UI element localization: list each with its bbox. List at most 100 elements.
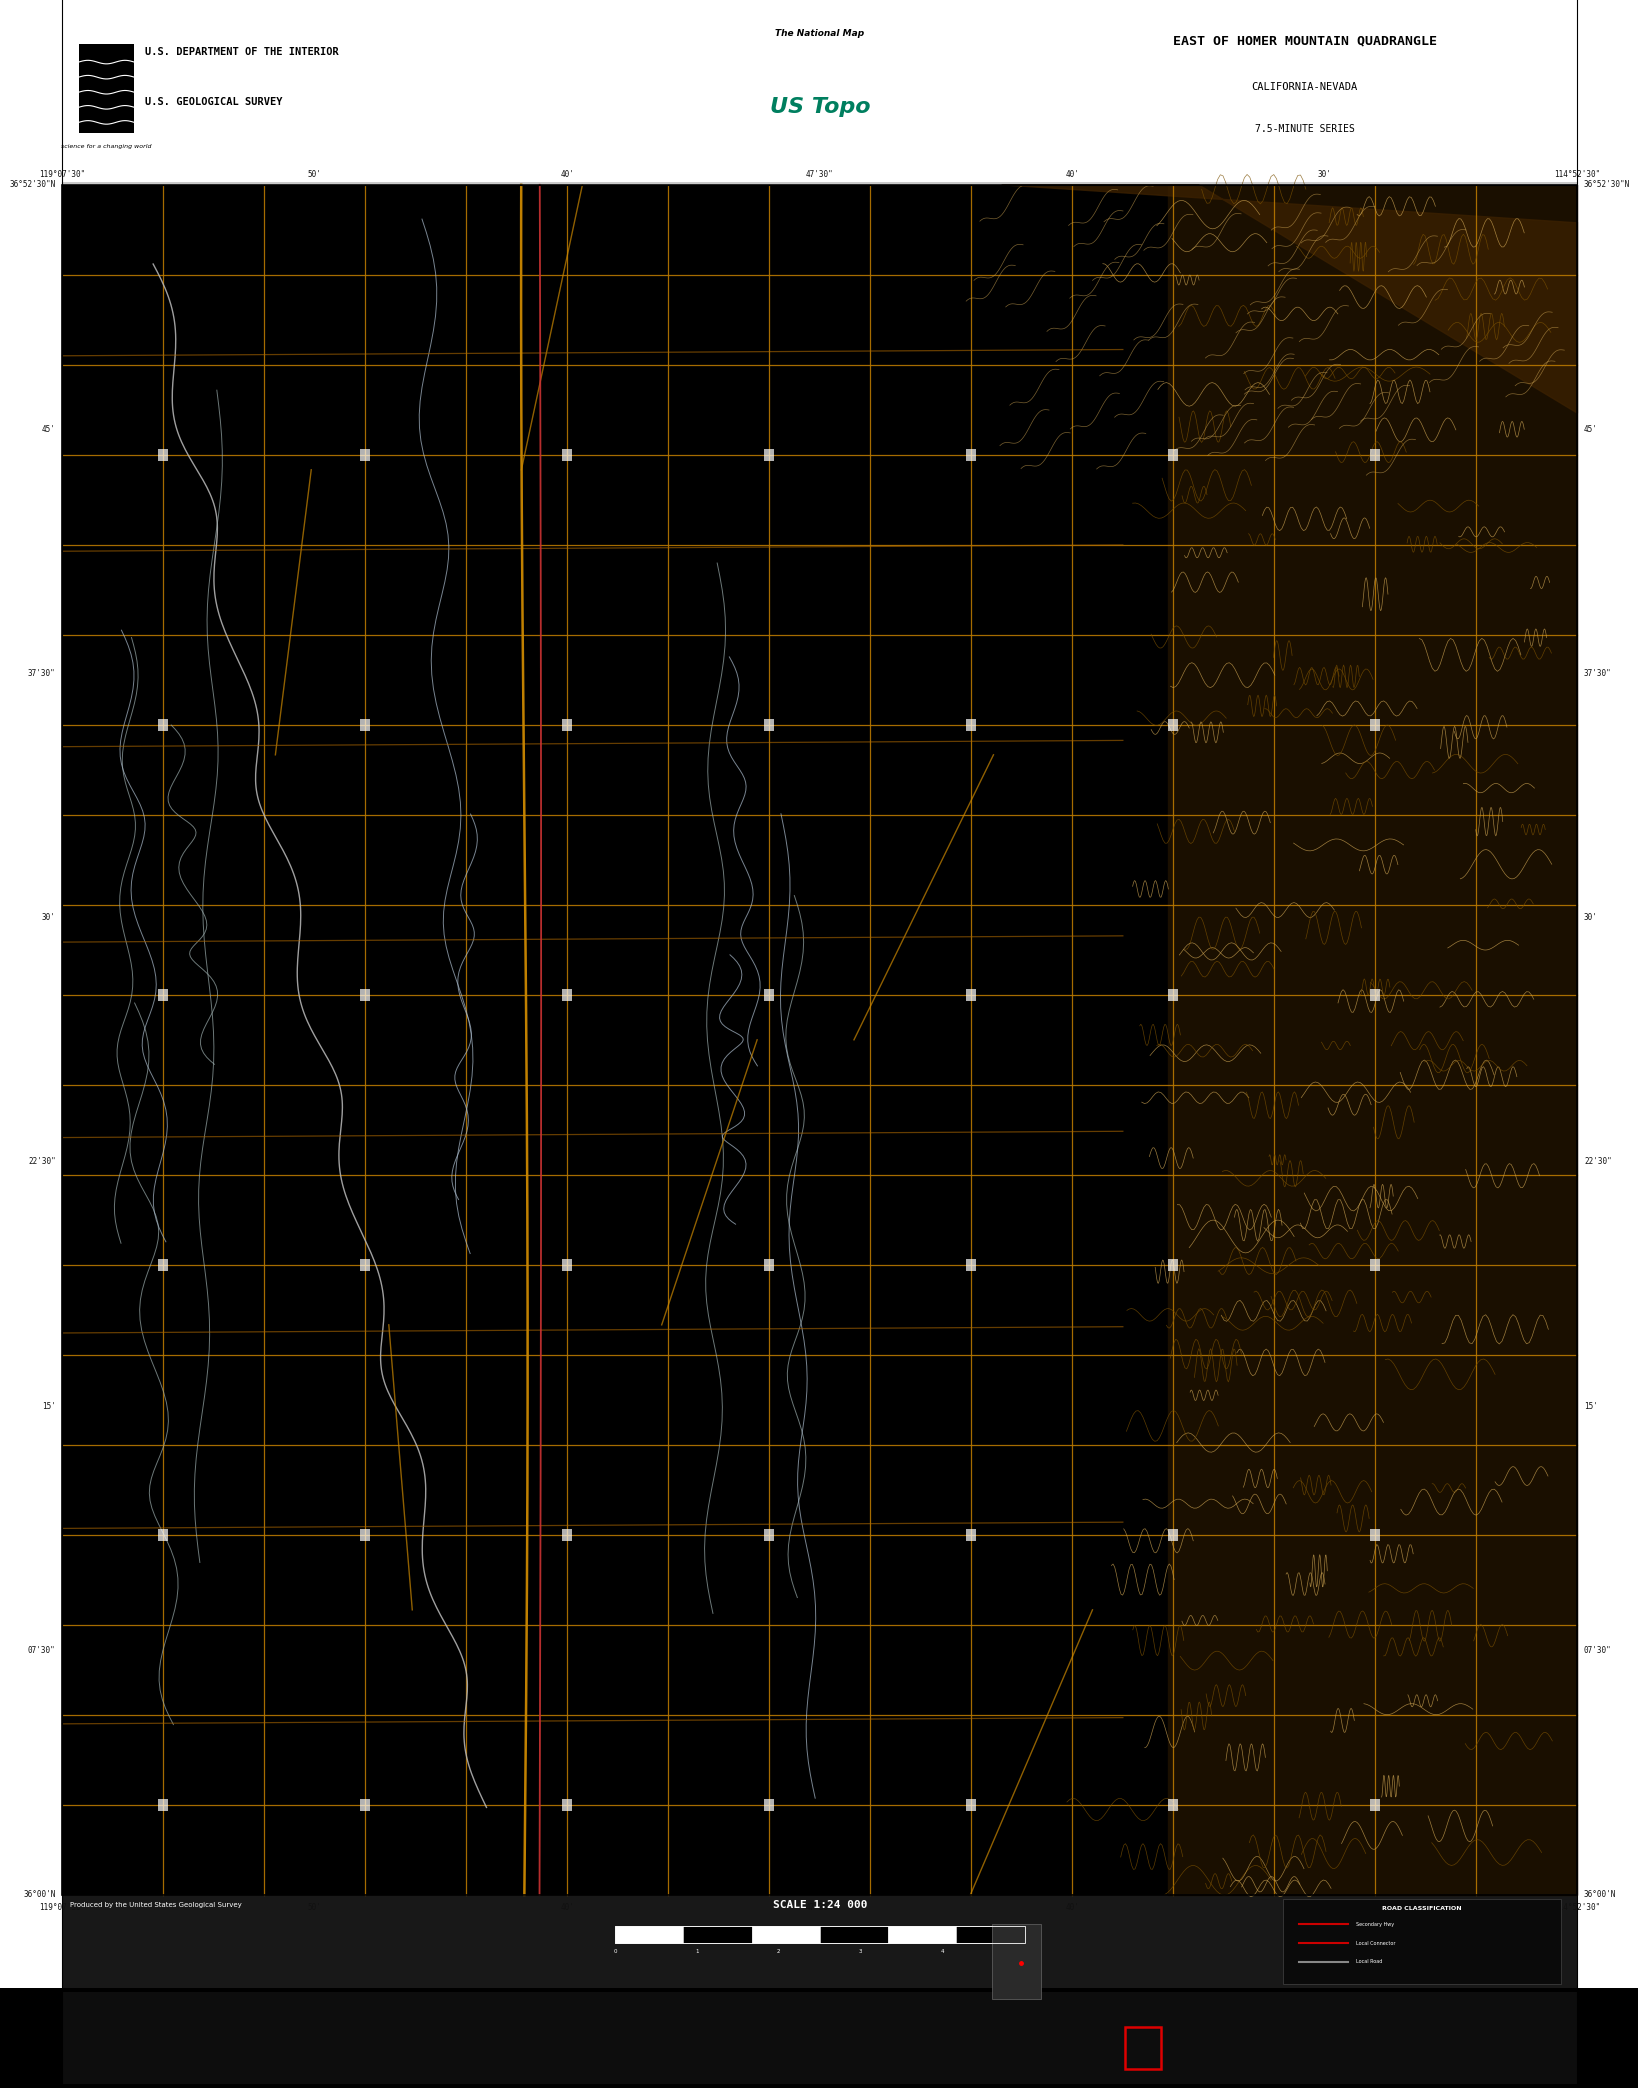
Bar	[1371, 1259, 1381, 1272]
Text: 4: 4	[940, 1948, 945, 1954]
Bar	[1168, 988, 1178, 1000]
Text: 45': 45'	[43, 424, 56, 434]
Bar	[562, 988, 572, 1000]
Bar	[159, 449, 169, 461]
Text: 5 MILES: 5 MILES	[1014, 1948, 1035, 1954]
Text: EAST OF HOMER MOUNTAIN QUADRANGLE: EAST OF HOMER MOUNTAIN QUADRANGLE	[1173, 33, 1437, 48]
Bar	[1371, 988, 1381, 1000]
Text: 30': 30'	[43, 912, 56, 923]
Bar	[765, 1528, 775, 1541]
Bar	[1371, 1528, 1381, 1541]
Bar	[765, 1798, 775, 1810]
Text: 45': 45'	[1584, 424, 1597, 434]
Text: 50': 50'	[308, 1904, 321, 1913]
Bar	[562, 718, 572, 731]
Bar	[159, 718, 169, 731]
Polygon shape	[1002, 186, 1577, 413]
Bar	[1283, 1900, 1561, 1984]
Bar	[159, 988, 169, 1000]
Text: US Topo: US Topo	[770, 98, 870, 117]
Text: Local Road: Local Road	[1356, 1959, 1382, 1965]
Bar	[957, 1925, 1024, 1942]
Text: 36°00'N: 36°00'N	[1584, 1890, 1617, 1900]
Bar	[159, 1798, 169, 1810]
Bar	[1168, 1798, 1178, 1810]
Text: 22'30": 22'30"	[1584, 1157, 1612, 1167]
Polygon shape	[1168, 186, 1577, 1896]
Bar	[966, 718, 976, 731]
Bar	[562, 1259, 572, 1272]
Text: 119°07'30": 119°07'30"	[39, 169, 85, 180]
Text: 40': 40'	[1065, 169, 1079, 180]
Text: 30': 30'	[1319, 169, 1332, 180]
Bar	[966, 1259, 976, 1272]
Text: 47'30": 47'30"	[806, 1904, 834, 1913]
Text: 114°52'30": 114°52'30"	[1554, 1904, 1600, 1913]
Bar	[752, 1925, 819, 1942]
Text: 37'30": 37'30"	[28, 668, 56, 679]
Text: 47'30": 47'30"	[806, 169, 834, 180]
Text: 07'30": 07'30"	[28, 1645, 56, 1656]
Text: 7.5-MINUTE SERIES: 7.5-MINUTE SERIES	[1255, 125, 1355, 134]
Text: 119°07'30": 119°07'30"	[39, 1904, 85, 1913]
Text: CALIFORNIA-NEVADA: CALIFORNIA-NEVADA	[1251, 81, 1358, 92]
Text: 15': 15'	[43, 1401, 56, 1411]
Bar	[79, 44, 134, 134]
Bar	[966, 988, 976, 1000]
Text: 2: 2	[776, 1948, 781, 1954]
Bar	[360, 1798, 370, 1810]
Bar	[991, 1923, 1042, 1998]
Bar	[1168, 449, 1178, 461]
Text: SCALE 1:24 000: SCALE 1:24 000	[773, 1900, 867, 1911]
Text: 36°52'30"N: 36°52'30"N	[1584, 180, 1630, 190]
Bar	[765, 718, 775, 731]
Text: 36°52'30"N: 36°52'30"N	[10, 180, 56, 190]
Bar	[1125, 2027, 1161, 2069]
Text: U.S. DEPARTMENT OF THE INTERIOR: U.S. DEPARTMENT OF THE INTERIOR	[144, 46, 339, 56]
Bar	[765, 449, 775, 461]
Bar	[360, 1528, 370, 1541]
Bar	[1168, 718, 1178, 731]
Bar	[616, 1925, 1025, 1942]
Bar	[0, 0, 1638, 186]
Bar	[966, 1528, 976, 1541]
Text: 40': 40'	[560, 169, 575, 180]
Text: Secondary Hwy: Secondary Hwy	[1356, 1921, 1394, 1927]
Text: 3: 3	[858, 1948, 863, 1954]
Bar	[360, 449, 370, 461]
Text: 30': 30'	[1319, 1904, 1332, 1913]
Bar	[1371, 449, 1381, 461]
Bar	[159, 1528, 169, 1541]
Bar	[62, 186, 1577, 1896]
Bar	[765, 1259, 775, 1272]
Bar	[1371, 1798, 1381, 1810]
Bar	[360, 988, 370, 1000]
Bar	[888, 1925, 957, 1942]
Bar	[562, 1528, 572, 1541]
Text: 1: 1	[695, 1948, 699, 1954]
Text: 114°52'30": 114°52'30"	[1554, 169, 1600, 180]
Text: ROAD CLASSIFICATION: ROAD CLASSIFICATION	[1382, 1906, 1461, 1911]
Text: U.S. GEOLOGICAL SURVEY: U.S. GEOLOGICAL SURVEY	[144, 96, 282, 106]
Bar	[765, 988, 775, 1000]
Bar	[1168, 1259, 1178, 1272]
Bar	[360, 718, 370, 731]
Bar	[0, 1988, 1638, 2088]
Text: science for a changing world: science for a changing world	[61, 144, 152, 148]
Bar	[683, 1925, 752, 1942]
Bar	[562, 449, 572, 461]
Text: The National Map: The National Map	[775, 29, 865, 38]
Text: 30': 30'	[1584, 912, 1597, 923]
Text: Local Connector: Local Connector	[1356, 1940, 1396, 1946]
Bar	[966, 449, 976, 461]
Bar	[1371, 718, 1381, 731]
Text: Produced by the United States Geological Survey: Produced by the United States Geological…	[70, 1902, 242, 1908]
Bar	[966, 1798, 976, 1810]
Text: 07'30": 07'30"	[1584, 1645, 1612, 1656]
Text: 22'30": 22'30"	[28, 1157, 56, 1167]
Text: 15': 15'	[1584, 1401, 1597, 1411]
Bar	[62, 186, 1577, 1896]
Text: 37'30": 37'30"	[1584, 668, 1612, 679]
Bar	[616, 1925, 683, 1942]
Bar	[1168, 1528, 1178, 1541]
